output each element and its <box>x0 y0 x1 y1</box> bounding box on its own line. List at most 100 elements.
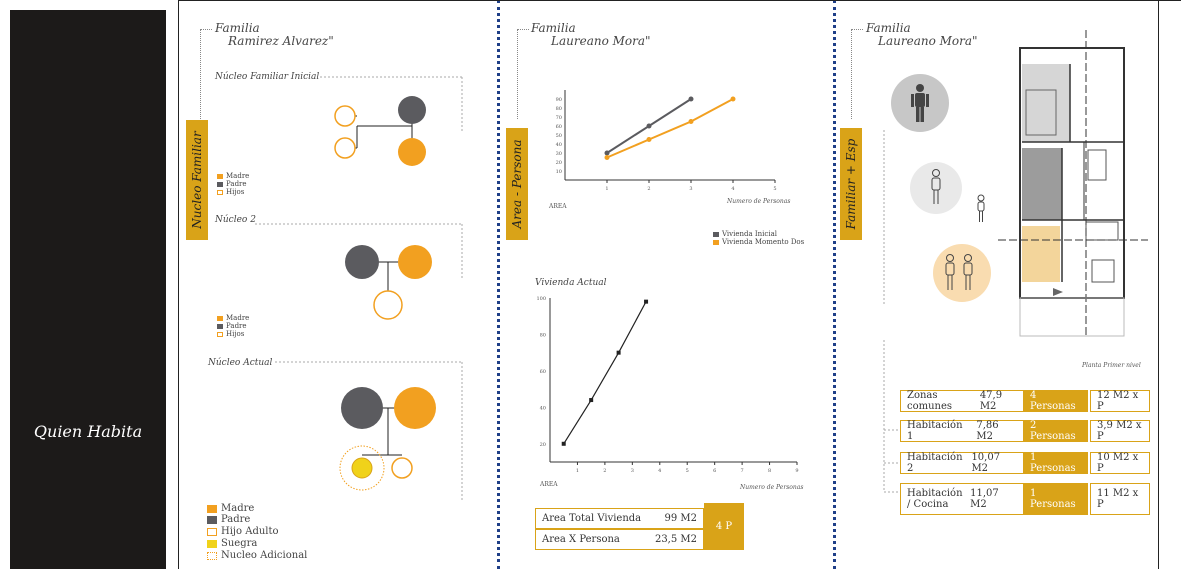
legend-item: Hijos <box>217 330 244 338</box>
zone-persons: 1 Personas <box>1024 452 1088 474</box>
legend-swatch <box>207 527 217 536</box>
zone-area: 10,07 M2 <box>971 452 1001 474</box>
chart2-y-tick: 100 <box>536 296 546 302</box>
chart2-point <box>616 350 621 355</box>
legend-swatch <box>217 189 223 195</box>
chart-vivienda-actual: 20 40 60 80 100 1 2 3 4 5 6 7 8 9 <box>536 296 798 474</box>
legend-swatch <box>207 515 217 524</box>
person-icon <box>911 84 929 122</box>
chart2-x-tick: 8 <box>768 468 771 474</box>
summary-value: 23,5 M2 <box>654 534 697 545</box>
zone-cell: Habitación 1 7,86 M2 <box>900 420 1024 442</box>
legend-label: Madre <box>226 172 250 180</box>
section-title-actual: Núcleo Actual <box>208 358 273 368</box>
vertical-tab-nucleo: Nucleo Familiar <box>186 120 208 240</box>
family-name: Laureano Mora" <box>551 34 651 48</box>
zone-ratio: 11 M2 x P <box>1090 483 1150 515</box>
legend-label: Padre <box>226 322 247 330</box>
chart1-point <box>604 155 610 160</box>
legend-label: Hijos <box>226 330 245 338</box>
chart1-point <box>688 119 694 124</box>
mother-node <box>398 138 426 166</box>
chart2-x-tick: 9 <box>795 468 798 474</box>
chart1-ylabel: AREA <box>549 203 567 210</box>
zone-persons: 1 Personas <box>1024 483 1088 515</box>
zone-area: 47,9 M2 <box>979 390 1003 412</box>
legend-swatch <box>217 315 223 321</box>
occupant-circle <box>910 162 962 214</box>
zone-persons: 2 Personas <box>1024 420 1088 442</box>
vertical-tab-area: Area - Persona <box>506 128 528 240</box>
zone-cell: Habitación 2 10,07 M2 <box>900 452 1024 474</box>
chart2-xlabel: Numero de Personas <box>740 484 804 491</box>
summary-label: Area Total Vivienda <box>542 513 642 524</box>
legend-label: Madre <box>226 314 250 322</box>
zone-persons: 4 Personas <box>1024 390 1088 412</box>
chart2-x-tick: 7 <box>741 468 744 474</box>
floor-plan <box>998 30 1148 337</box>
chart2-x-tick: 4 <box>658 468 661 474</box>
chart1-y-tick: 80 <box>556 106 562 112</box>
summary-row-total: Area Total Vivienda 99 M2 <box>535 508 704 529</box>
chart2-point <box>644 299 649 304</box>
child-node <box>334 137 356 159</box>
top-rule <box>178 0 1181 1</box>
table-connectors <box>883 340 900 493</box>
chart1-y-tick: 20 <box>556 160 562 166</box>
legend-label: Vivienda Inicial <box>722 230 777 238</box>
chart1-y-tick: 70 <box>556 115 562 121</box>
zone-cell: Habitación / Cocina 11,07 M2 <box>900 483 1024 515</box>
chart1-series-line <box>606 98 734 159</box>
legend-label: Padre <box>221 514 251 525</box>
additional-nucleus-ring <box>339 445 385 491</box>
vertical-tab-familiar: Familiar + Esp <box>840 128 862 240</box>
legend-label: Nucleo Adicional <box>221 550 308 561</box>
occupant-icons <box>883 74 991 305</box>
family-trees <box>255 76 463 500</box>
chart2-x-tick: 3 <box>631 468 634 474</box>
vertical-tab-label: Familiar + Esp <box>844 138 858 230</box>
chart1-y-tick: 40 <box>556 142 562 148</box>
legend-label: Vivienda Momento Dos <box>722 238 805 246</box>
zone-cell: Zonas comunes 47,9 M2 <box>900 390 1024 412</box>
room-kitchen-bedroom <box>1022 226 1060 282</box>
zone-ratio: 3,9 M2 x P <box>1090 420 1150 442</box>
legend-item: Suegra <box>207 538 257 549</box>
child-node <box>373 290 403 320</box>
legend-label: Hijo Adulto <box>221 526 279 537</box>
legend-swatch <box>217 323 223 329</box>
legend-swatch <box>207 504 217 513</box>
dotted-divider-1 <box>497 0 500 569</box>
legend-item: Nucleo Adicional <box>207 550 307 561</box>
child-node <box>334 105 356 127</box>
legend-item: Madre <box>217 314 249 322</box>
summary-value: 99 M2 <box>664 513 697 524</box>
person-icon <box>977 194 985 222</box>
tree-actual <box>339 387 436 491</box>
zone-name: Zonas comunes <box>907 390 953 412</box>
legend-item: Hijo Adulto <box>207 526 279 537</box>
chart1-x-tick: 5 <box>773 186 776 192</box>
sidebar-title: Quien Habita <box>33 422 143 441</box>
tree-initial <box>334 96 426 166</box>
vertical-tab-label: Area - Persona <box>510 139 524 229</box>
section-title-nucleo2: Núcleo 2 <box>215 215 256 225</box>
dotted-divider-2 <box>833 0 836 569</box>
family-name: Laureano Mora" <box>878 34 978 48</box>
legend-item: Padre <box>217 180 247 188</box>
legend-swatch <box>713 239 719 245</box>
section-title-inicial: Núcleo Familiar Inicial <box>215 72 320 82</box>
summary-label: Area X Persona <box>542 534 620 545</box>
adult-child-node <box>391 457 413 479</box>
floor-plan-caption: Planta Primer nivel <box>1082 362 1141 369</box>
chart1-legend-item: Vivienda Inicial <box>713 230 777 238</box>
chart1-y-tick: 60 <box>556 124 562 130</box>
legend-item: Hijos <box>217 188 244 196</box>
chart2-title: Vivienda Actual <box>535 278 607 288</box>
legend-label: Hijos <box>226 188 245 196</box>
family-bracket <box>200 29 212 119</box>
chart2-ylabel: AREA <box>540 481 558 488</box>
family-bracket <box>517 29 529 119</box>
zone-name: Habitación 1 <box>907 420 963 442</box>
chart1-y-tick: 50 <box>556 133 562 139</box>
